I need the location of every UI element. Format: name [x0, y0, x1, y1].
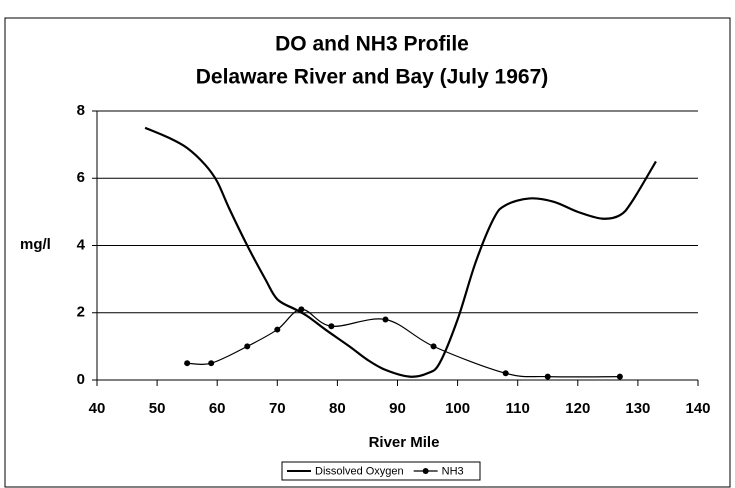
chart-title: DO and NH3 Profile — [275, 33, 469, 56]
y-tick-label: 6 — [77, 169, 85, 186]
legend-marker — [422, 468, 429, 474]
point — [430, 343, 437, 350]
point — [274, 326, 281, 333]
x-tick-label: 90 — [389, 400, 406, 417]
x-axis-label: River Mile — [369, 434, 440, 451]
x-tick-label: 130 — [625, 400, 650, 417]
y-tick-label: 2 — [77, 304, 85, 321]
chart-subtitle: Delaware River and Bay (July 1967) — [196, 66, 549, 89]
point — [184, 360, 191, 367]
x-tick-label: 140 — [685, 400, 710, 417]
legend-box — [281, 461, 481, 481]
y-tick-label: 8 — [77, 102, 85, 119]
legend-label: Dissolved Oxygen — [315, 465, 404, 477]
point — [328, 323, 335, 330]
x-tick-label: 60 — [209, 400, 226, 417]
point — [544, 373, 551, 380]
line-series — [144, 126, 657, 378]
point — [244, 343, 251, 350]
point — [382, 316, 389, 323]
x-tick-label: 40 — [89, 400, 106, 417]
point — [208, 360, 215, 367]
chart-frame — [4, 17, 731, 488]
point — [298, 306, 305, 313]
y-tick-label: 4 — [77, 236, 86, 253]
y-tick-label: 0 — [77, 371, 85, 388]
x-tick-label: 80 — [329, 400, 346, 417]
x-tick-label: 70 — [269, 400, 286, 417]
x-tick-label: 110 — [506, 400, 530, 417]
x-tick-label: 50 — [149, 400, 166, 417]
point — [502, 370, 509, 377]
point — [616, 373, 623, 380]
x-tick-label: 120 — [565, 400, 590, 417]
x-tick-label: 100 — [445, 400, 470, 417]
y-axis-label: mg/l — [20, 236, 51, 253]
legend-label: NH3 — [442, 465, 464, 477]
